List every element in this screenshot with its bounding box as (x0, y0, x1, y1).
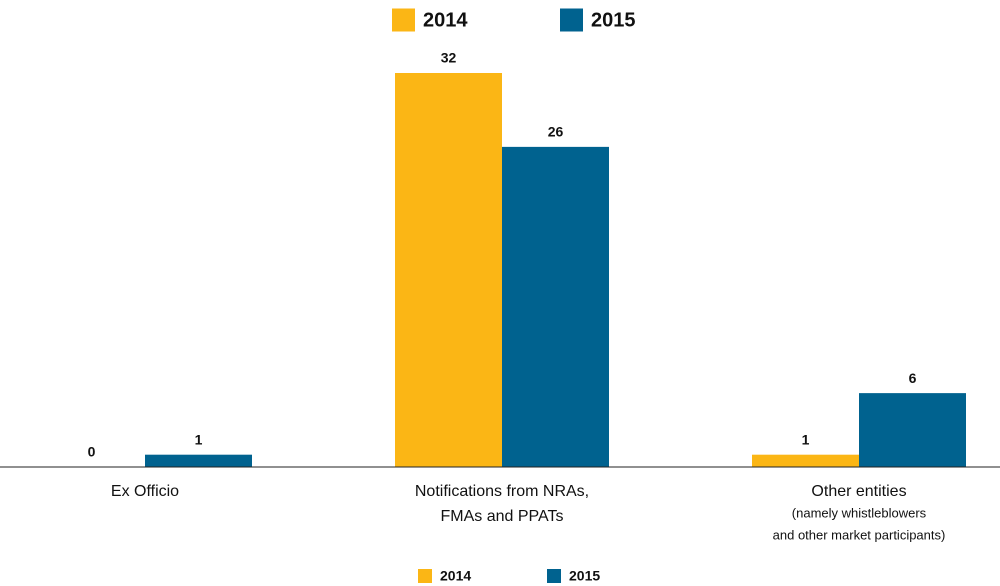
value-label: 26 (548, 124, 564, 140)
legend-label: 2014 (440, 568, 471, 584)
bar (145, 454, 252, 467)
value-label: 6 (909, 370, 917, 386)
legend-swatch (560, 8, 583, 32)
bar (502, 146, 609, 467)
value-label: 32 (441, 50, 457, 66)
category-label: FMAs and PPATs (441, 508, 564, 525)
value-label: 1 (802, 431, 810, 447)
bar (752, 454, 859, 467)
legend-swatch (418, 569, 432, 583)
category-label: Ex Officio (111, 483, 179, 500)
value-label: 0 (88, 444, 96, 460)
legend-label: 2015 (591, 9, 636, 31)
bar (859, 393, 966, 467)
legend-label: 2014 (423, 9, 468, 31)
bar (395, 73, 502, 467)
legend-swatch (547, 569, 561, 583)
legend-label: 2015 (569, 568, 600, 584)
category-label: Notifications from NRAs, (415, 483, 589, 500)
category-label: Other entities (811, 483, 906, 500)
value-label: 1 (195, 431, 203, 447)
category-label: and other market participants) (773, 527, 946, 542)
legend-swatch (392, 8, 415, 32)
category-label: (namely whistleblowers (792, 505, 927, 520)
